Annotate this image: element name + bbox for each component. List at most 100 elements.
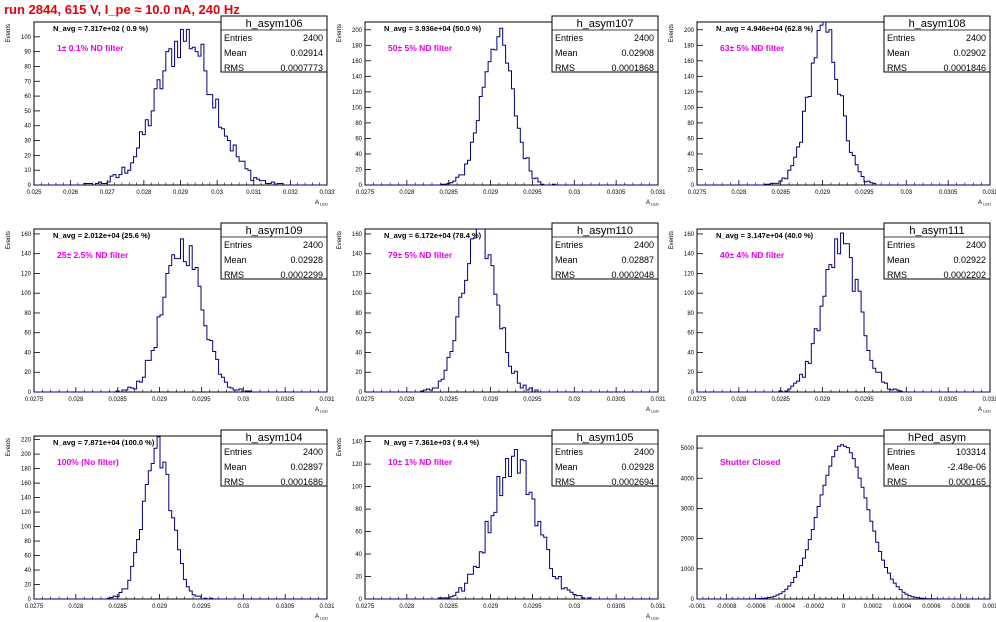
y-tick-label: 0 [359, 597, 363, 603]
x-axis-title: A LED [646, 407, 659, 414]
x-tick-label: 0.031 [650, 190, 666, 196]
x-tick-label: 0.028 [68, 604, 84, 610]
x-tick-label: 0.0305 [276, 397, 295, 403]
x-tick-label: 0.031 [650, 604, 666, 610]
histogram-panel-h_asym108: 0.0275 0.028 0.0285 0.029 0.0295 0.03 0.0305 0.… [669, 15, 996, 207]
x-tick-label: 0.029 [815, 397, 831, 403]
histogram-panel-h_asym109: 0.0275 0.028 0.0285 0.029 0.0295 0.03 0.0305 0.… [6, 222, 335, 414]
y-tick-label: 60 [355, 331, 362, 337]
y-tick-label: 60 [355, 530, 362, 536]
y-tick-label: 120 [21, 510, 32, 516]
x-tick-label: 0.029 [815, 190, 831, 196]
y-axis-title: Events [337, 231, 343, 249]
histogram-panel-hPed_asym: -0.001 -0.0008 -0.0006 -0.0004 -0.0002 0 0.000… [681, 429, 996, 610]
y-axis-title: Events [669, 231, 675, 249]
y-tick-label: 120 [684, 271, 695, 277]
histogram-trace [365, 228, 658, 393]
stats-value: 2400 [966, 33, 986, 43]
stats-value: 2400 [634, 33, 654, 43]
stats-value: -2.48e-06 [947, 462, 986, 472]
navg-label: N_avg = 3.936e+04 (50.0 %) [384, 24, 482, 33]
x-tick-label: 0.028 [68, 397, 84, 403]
histogram-trace [34, 436, 327, 600]
x-tick-label: 0.0275 [25, 397, 44, 403]
stats-key: Entries [224, 447, 253, 457]
stats-value: 0.0002202 [943, 270, 986, 280]
filter-annotation: 63± 5% ND filter [720, 43, 785, 53]
y-tick-label: 2000 [681, 537, 695, 543]
histogram-trace [365, 27, 658, 186]
stats-title: hPed_asym [908, 432, 966, 444]
stats-box [551, 15, 659, 73]
navg-label: N_avg = 7.317e+02 ( 0.9 %) [53, 24, 149, 33]
x-tick-label: 0.0305 [939, 190, 958, 196]
x-tick-label: 0.028 [399, 397, 415, 403]
y-tick-label: 20 [24, 153, 31, 159]
x-tick-label: 0.029 [173, 190, 189, 196]
stats-value: 0.0002694 [611, 477, 654, 487]
stats-value: 2400 [634, 240, 654, 250]
y-tick-label: 80 [355, 311, 362, 317]
x-tick-label: 0.0295 [855, 190, 874, 196]
stats-key: Mean [224, 48, 247, 58]
x-tick-label: 0.031 [982, 190, 996, 196]
stats-key: Entries [555, 33, 584, 43]
y-tick-label: 160 [21, 232, 32, 238]
stats-box [883, 429, 991, 487]
x-tick-label: 0 [842, 604, 846, 610]
run-title: run 2844, 615 V, I_pe ≈ 10.0 nA, 240 Hz [4, 2, 240, 17]
x-tick-label: 0.0295 [855, 397, 874, 403]
y-tick-label: 70 [24, 79, 31, 85]
stats-key: Mean [555, 48, 578, 58]
y-tick-label: 160 [684, 232, 695, 238]
stats-value: 0.02887 [621, 255, 654, 265]
stats-value: 2400 [634, 447, 654, 457]
x-tick-label: -0.0006 [745, 604, 766, 610]
stats-box [220, 222, 328, 280]
y-tick-label: 0 [359, 183, 363, 189]
stats-box [220, 15, 328, 73]
stats-key: RMS [555, 477, 575, 487]
plot-frame [696, 228, 991, 393]
navg-label: N_avg = 3.147e+04 (40.0 %) [716, 231, 814, 240]
stats-key: Entries [555, 447, 584, 457]
y-tick-label: 120 [352, 462, 363, 468]
y-tick-label: 20 [687, 370, 694, 376]
y-tick-label: 40 [24, 568, 31, 574]
y-tick-label: 20 [355, 575, 362, 581]
stats-box [551, 222, 659, 280]
stats-value: 0.02902 [953, 48, 986, 58]
y-tick-label: 100 [352, 105, 363, 111]
y-tick-label: 10 [24, 168, 31, 174]
stats-box [551, 429, 659, 487]
y-tick-label: 20 [687, 167, 694, 173]
x-tick-label: -0.0002 [804, 604, 825, 610]
y-axis-title: Events [669, 24, 675, 42]
x-tick-label: 0.028 [731, 190, 747, 196]
filter-annotation: 79± 5% ND filter [388, 250, 453, 260]
stats-value: 0.02928 [290, 255, 323, 265]
x-tick-label: 0.0305 [276, 604, 295, 610]
y-tick-label: 100 [21, 35, 32, 41]
stats-key: RMS [224, 270, 244, 280]
x-tick-label: 0.0295 [523, 397, 542, 403]
stats-title: h_asym111 [909, 225, 964, 237]
x-tick-label: 0.028 [399, 604, 415, 610]
y-tick-label: 0 [691, 597, 695, 603]
x-tick-label: 0.029 [483, 604, 499, 610]
x-tick-label: 0.0275 [688, 190, 707, 196]
x-tick-label: 0.0305 [607, 397, 626, 403]
x-tick-label: 0.031 [650, 397, 666, 403]
x-tick-label: 0.0285 [440, 397, 459, 403]
histogram-trace [34, 238, 327, 393]
y-tick-label: 5000 [681, 446, 695, 452]
x-tick-label: 0.026 [63, 190, 79, 196]
x-tick-label: 0.0305 [607, 604, 626, 610]
filter-annotation: 25± 2.5% ND filter [57, 250, 129, 260]
y-tick-label: 60 [355, 136, 362, 142]
y-tick-label: 120 [684, 90, 695, 96]
x-tick-label: 0.031 [246, 190, 262, 196]
y-tick-label: 60 [24, 94, 31, 100]
y-axis-title: Events [6, 24, 12, 42]
